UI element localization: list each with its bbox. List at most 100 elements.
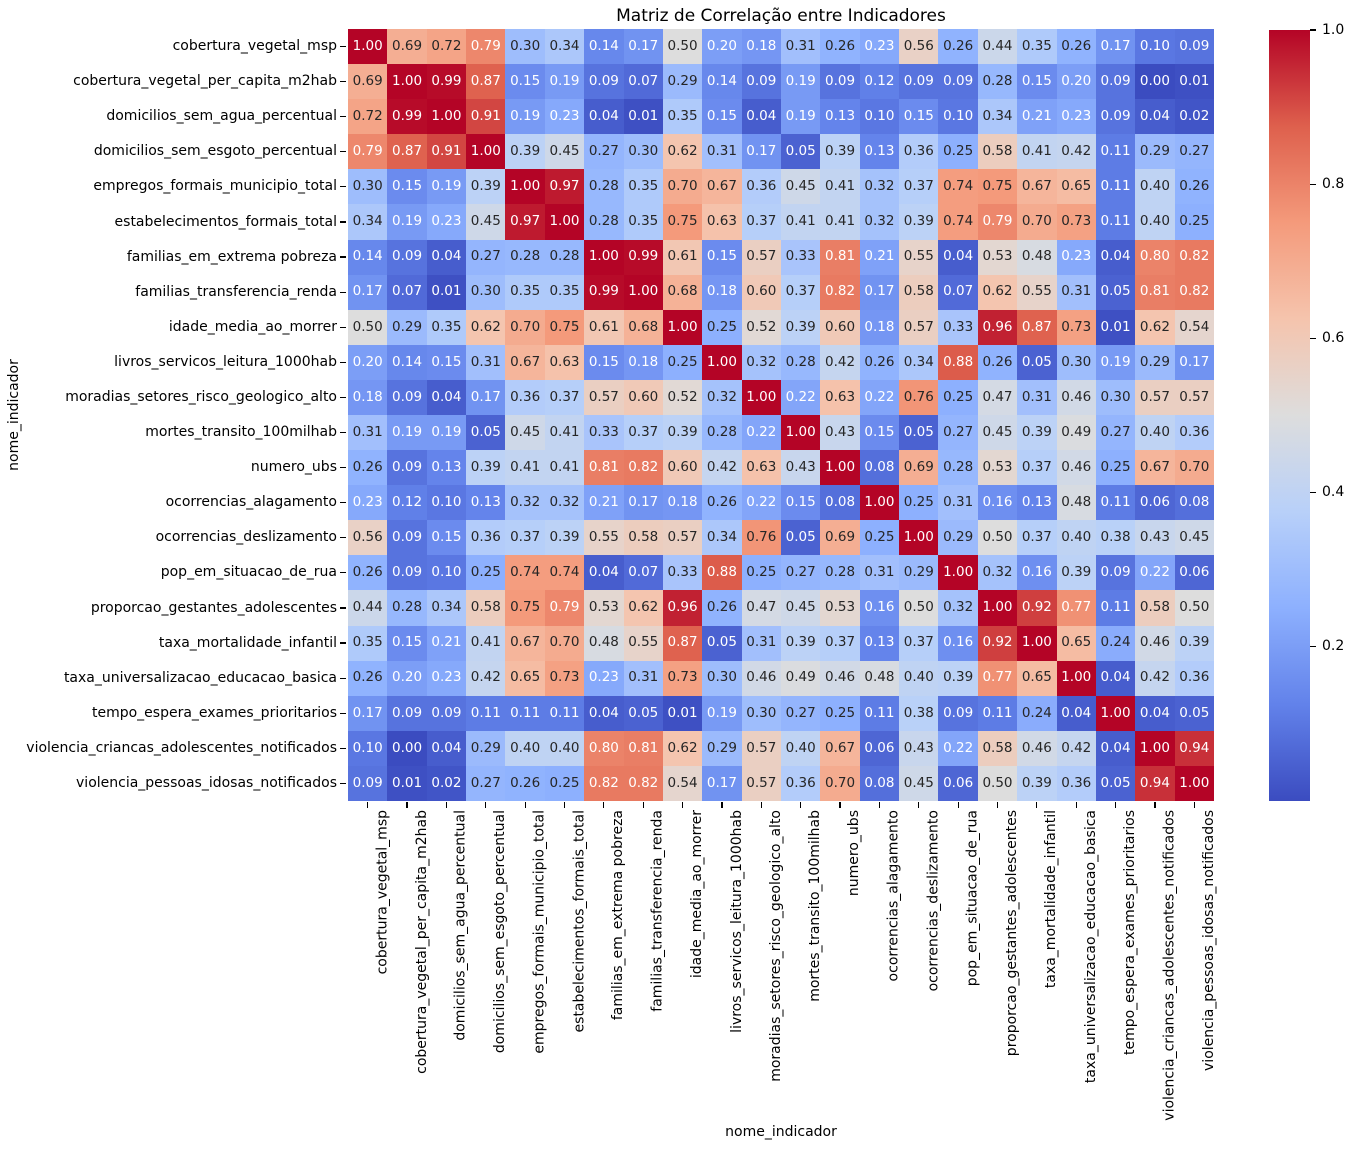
heatmap-cell: 0.65: [1017, 660, 1057, 696]
x-tick-label: cobertura_vegetal_per_capita_m2hab: [413, 810, 430, 1074]
heatmap-cell: 0.79: [977, 204, 1018, 240]
x-tick-label: taxa_universalizacao_educacao_basica: [1082, 810, 1099, 1084]
colorbar: [1269, 30, 1310, 801]
heatmap-cell: 0.25: [466, 555, 506, 591]
heatmap-cell: 0.33: [662, 555, 703, 591]
heatmap-cell: 0.25: [938, 379, 978, 415]
heatmap-cell: 0.57: [741, 730, 781, 766]
heatmap-cell: 0.11: [1095, 134, 1136, 170]
heatmap-cell: 0.01: [623, 99, 663, 135]
heatmap-cell: 0.43: [820, 414, 860, 451]
heatmap-cell: 0.25: [938, 134, 978, 170]
heatmap-cell: 0.04: [1135, 99, 1175, 135]
y-tick-mark: [340, 151, 346, 153]
heatmap-cell: 0.11: [1095, 204, 1136, 240]
y-tick-mark: [340, 256, 346, 258]
x-tick-label: pop_em_situacao_de_rua: [964, 810, 981, 987]
heatmap-cell: 1.00: [348, 29, 388, 65]
x-tick-mark: [445, 802, 447, 808]
y-tick-label: idade_media_ao_morrer: [168, 318, 337, 335]
heatmap-cell: 0.12: [859, 64, 900, 100]
x-tick-label: familias_transferencia_renda: [649, 810, 666, 1012]
heatmap-cell: 0.39: [1174, 625, 1214, 661]
colorbar-tick-label: 0.4: [1322, 484, 1345, 501]
heatmap-cell: 0.47: [977, 379, 1018, 415]
heatmap-cell: 0.29: [702, 730, 742, 766]
heatmap-cell: 0.16: [859, 590, 900, 626]
heatmap-cell: 0.69: [348, 64, 388, 100]
heatmap-cell: 0.73: [544, 660, 585, 696]
heatmap-cell: 0.41: [505, 450, 545, 486]
heatmap-cell: 0.05: [1174, 695, 1214, 731]
heatmap-cell: 0.17: [466, 379, 506, 415]
heatmap-cell: 0.13: [1017, 485, 1057, 521]
y-tick-mark: [340, 81, 346, 83]
heatmap-cell: 0.50: [348, 309, 388, 345]
heatmap-cell: 0.69: [387, 29, 427, 65]
heatmap-cell: 0.35: [623, 169, 663, 205]
heatmap-cell: 0.07: [387, 274, 427, 310]
heatmap-cell: 1.00: [1056, 660, 1096, 696]
x-tick-label: numero_ubs: [846, 810, 863, 897]
heatmap-cell: 0.29: [662, 64, 703, 100]
x-tick-mark: [839, 802, 841, 808]
heatmap-cell: 0.99: [584, 274, 624, 310]
heatmap-cell: 0.13: [466, 485, 506, 521]
y-tick-mark: [340, 186, 346, 188]
heatmap-cell: 0.33: [780, 239, 821, 275]
heatmap-cell: 0.32: [938, 590, 978, 626]
y-tick-label: violencia_criancas_adolescentes_notifica…: [26, 739, 337, 756]
heatmap-cell: 0.96: [977, 309, 1018, 345]
heatmap-cell: 0.35: [426, 309, 467, 345]
heatmap-cell: 0.94: [1135, 765, 1175, 801]
heatmap-cell: 0.02: [1174, 99, 1214, 135]
heatmap-cell: 0.75: [662, 204, 703, 240]
heatmap-cell: 0.11: [977, 695, 1018, 731]
heatmap-cell: 0.36: [1174, 660, 1214, 696]
heatmap-cell: 0.13: [859, 134, 900, 170]
heatmap-cell: 0.15: [387, 169, 427, 205]
heatmap-cell: 0.91: [426, 134, 467, 170]
heatmap-cell: 0.26: [938, 29, 978, 65]
heatmap-cell: 0.23: [584, 660, 624, 696]
heatmap-cell: 0.11: [859, 695, 900, 731]
heatmap-cell: 0.11: [1095, 590, 1136, 626]
heatmap-cell: 0.39: [1056, 555, 1096, 591]
heatmap-cell: 0.05: [466, 414, 506, 451]
heatmap-cell: 0.30: [741, 695, 781, 731]
heatmap-cell: 0.53: [977, 239, 1018, 275]
heatmap-cell: 0.36: [505, 379, 545, 415]
heatmap-cell: 0.67: [505, 625, 545, 661]
heatmap-cell: 0.45: [544, 134, 585, 170]
heatmap-cell: 0.46: [741, 660, 781, 696]
heatmap-cell: 0.30: [1095, 379, 1136, 415]
heatmap-cell: 0.28: [387, 590, 427, 626]
heatmap-cell: 0.13: [859, 625, 900, 661]
heatmap-cell: 0.02: [426, 765, 467, 801]
heatmap-cell: 0.27: [938, 414, 978, 451]
y-tick-mark: [340, 782, 346, 785]
heatmap-cell: 0.41: [820, 169, 860, 205]
heatmap-cell: 0.70: [1017, 204, 1057, 240]
heatmap-cell: 0.82: [1174, 239, 1214, 275]
x-tick-label: mortes_transito_100milhab: [807, 810, 824, 1002]
heatmap-cell: 0.15: [780, 485, 821, 521]
y-tick-mark: [340, 537, 346, 539]
heatmap-cell: 0.36: [466, 520, 506, 556]
heatmap-cell: 0.23: [426, 660, 467, 696]
y-tick-mark: [340, 396, 346, 399]
heatmap-cell: 0.24: [1095, 625, 1136, 661]
heatmap-cell: 0.76: [899, 379, 939, 415]
heatmap-cell: 0.45: [1174, 520, 1214, 556]
heatmap-cell: 0.27: [780, 695, 821, 731]
heatmap-cell: 0.23: [426, 204, 467, 240]
heatmap-cell: 0.62: [623, 590, 663, 626]
heatmap-cell: 0.09: [387, 520, 427, 556]
heatmap-cell: 0.39: [505, 134, 545, 170]
heatmap-cell: 0.25: [1174, 204, 1214, 240]
y-tick-mark: [340, 431, 346, 434]
heatmap-cell: 0.19: [544, 64, 585, 100]
heatmap-cell: 0.09: [426, 695, 467, 731]
heatmap-cell: 0.81: [820, 239, 860, 275]
heatmap-cell: 0.34: [426, 590, 467, 626]
